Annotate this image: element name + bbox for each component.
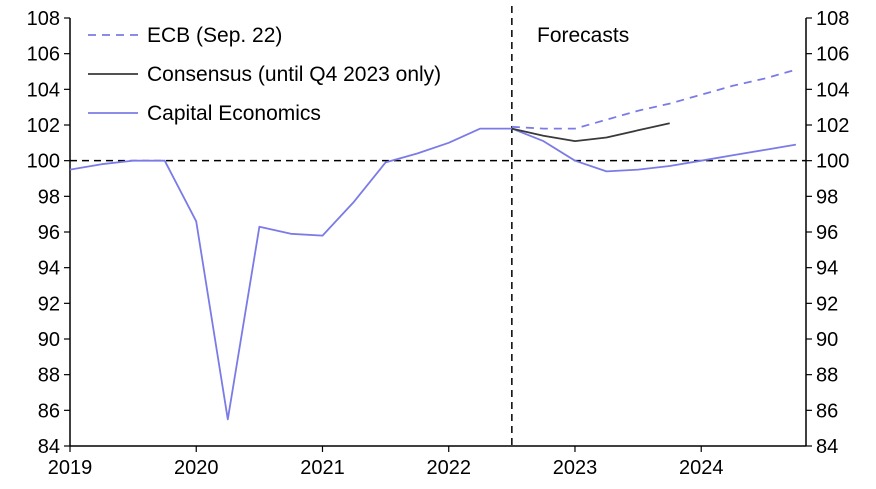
series-line-ecb-sep-22: [511, 68, 797, 130]
right-y-axis: 84 86 88 90 92 94 96 98 100 102 104 106 108: [805, 8, 849, 458]
x-tick-label: 2024: [679, 457, 724, 479]
right-y-tick-label: 94: [816, 258, 838, 280]
legend-label: Capital Economics: [147, 102, 321, 125]
right-y-tick-label: 96: [816, 222, 838, 244]
series-layer: [69, 68, 797, 421]
series-line-consensus-until-q4-2023-only: [511, 122, 670, 142]
left-y-tick-label: 100: [27, 151, 60, 173]
right-y-tick-label: 98: [816, 186, 838, 208]
x-tick-label: 2020: [174, 457, 219, 479]
left-y-tick-label: 90: [38, 329, 60, 351]
forecasts-annotation: Forecasts: [537, 24, 629, 47]
x-tick-label: 2023: [553, 457, 598, 479]
left-y-tick-label: 108: [27, 8, 60, 30]
left-y-axis: 84 86 88 90 92 94 96 98 100 102 104 106 108: [27, 8, 71, 458]
series-line-capital-economics: [69, 127, 797, 421]
left-y-tick-label: 98: [38, 186, 60, 208]
left-y-tick-label: 104: [27, 79, 60, 101]
right-y-tick-label: 104: [816, 79, 849, 101]
left-y-tick-label: 96: [38, 222, 60, 244]
right-y-tick-label: 84: [816, 436, 838, 458]
x-tick-label: 2021: [300, 457, 345, 479]
left-y-tick-label: 92: [38, 293, 60, 315]
legend-label: Consensus (until Q4 2023 only): [147, 63, 441, 86]
left-y-tick-label: 86: [38, 400, 60, 422]
x-tick-label: 2022: [426, 457, 471, 479]
legend-label: ECB (Sep. 22): [147, 24, 282, 47]
right-y-tick-label: 102: [816, 115, 849, 137]
left-y-tick-label: 94: [38, 258, 60, 280]
right-y-tick-label: 88: [816, 365, 838, 387]
right-y-tick-label: 106: [816, 44, 849, 66]
right-y-tick-label: 108: [816, 8, 849, 30]
plot-area: [70, 6, 806, 446]
right-y-tick-label: 90: [816, 329, 838, 351]
left-y-tick-label: 106: [27, 44, 60, 66]
left-y-tick-label: 102: [27, 115, 60, 137]
right-y-tick-label: 100: [816, 151, 849, 173]
x-tick-label: 2019: [48, 457, 93, 479]
legend: ECB (Sep. 22) Consensus (until Q4 2023 on…: [88, 24, 441, 125]
left-y-tick-label: 84: [38, 436, 60, 458]
left-y-tick-label: 88: [38, 365, 60, 387]
right-y-tick-label: 92: [816, 293, 838, 315]
x-axis: 2019 2020 2021 2022 2023 2024: [48, 445, 806, 479]
right-y-tick-label: 86: [816, 400, 838, 422]
